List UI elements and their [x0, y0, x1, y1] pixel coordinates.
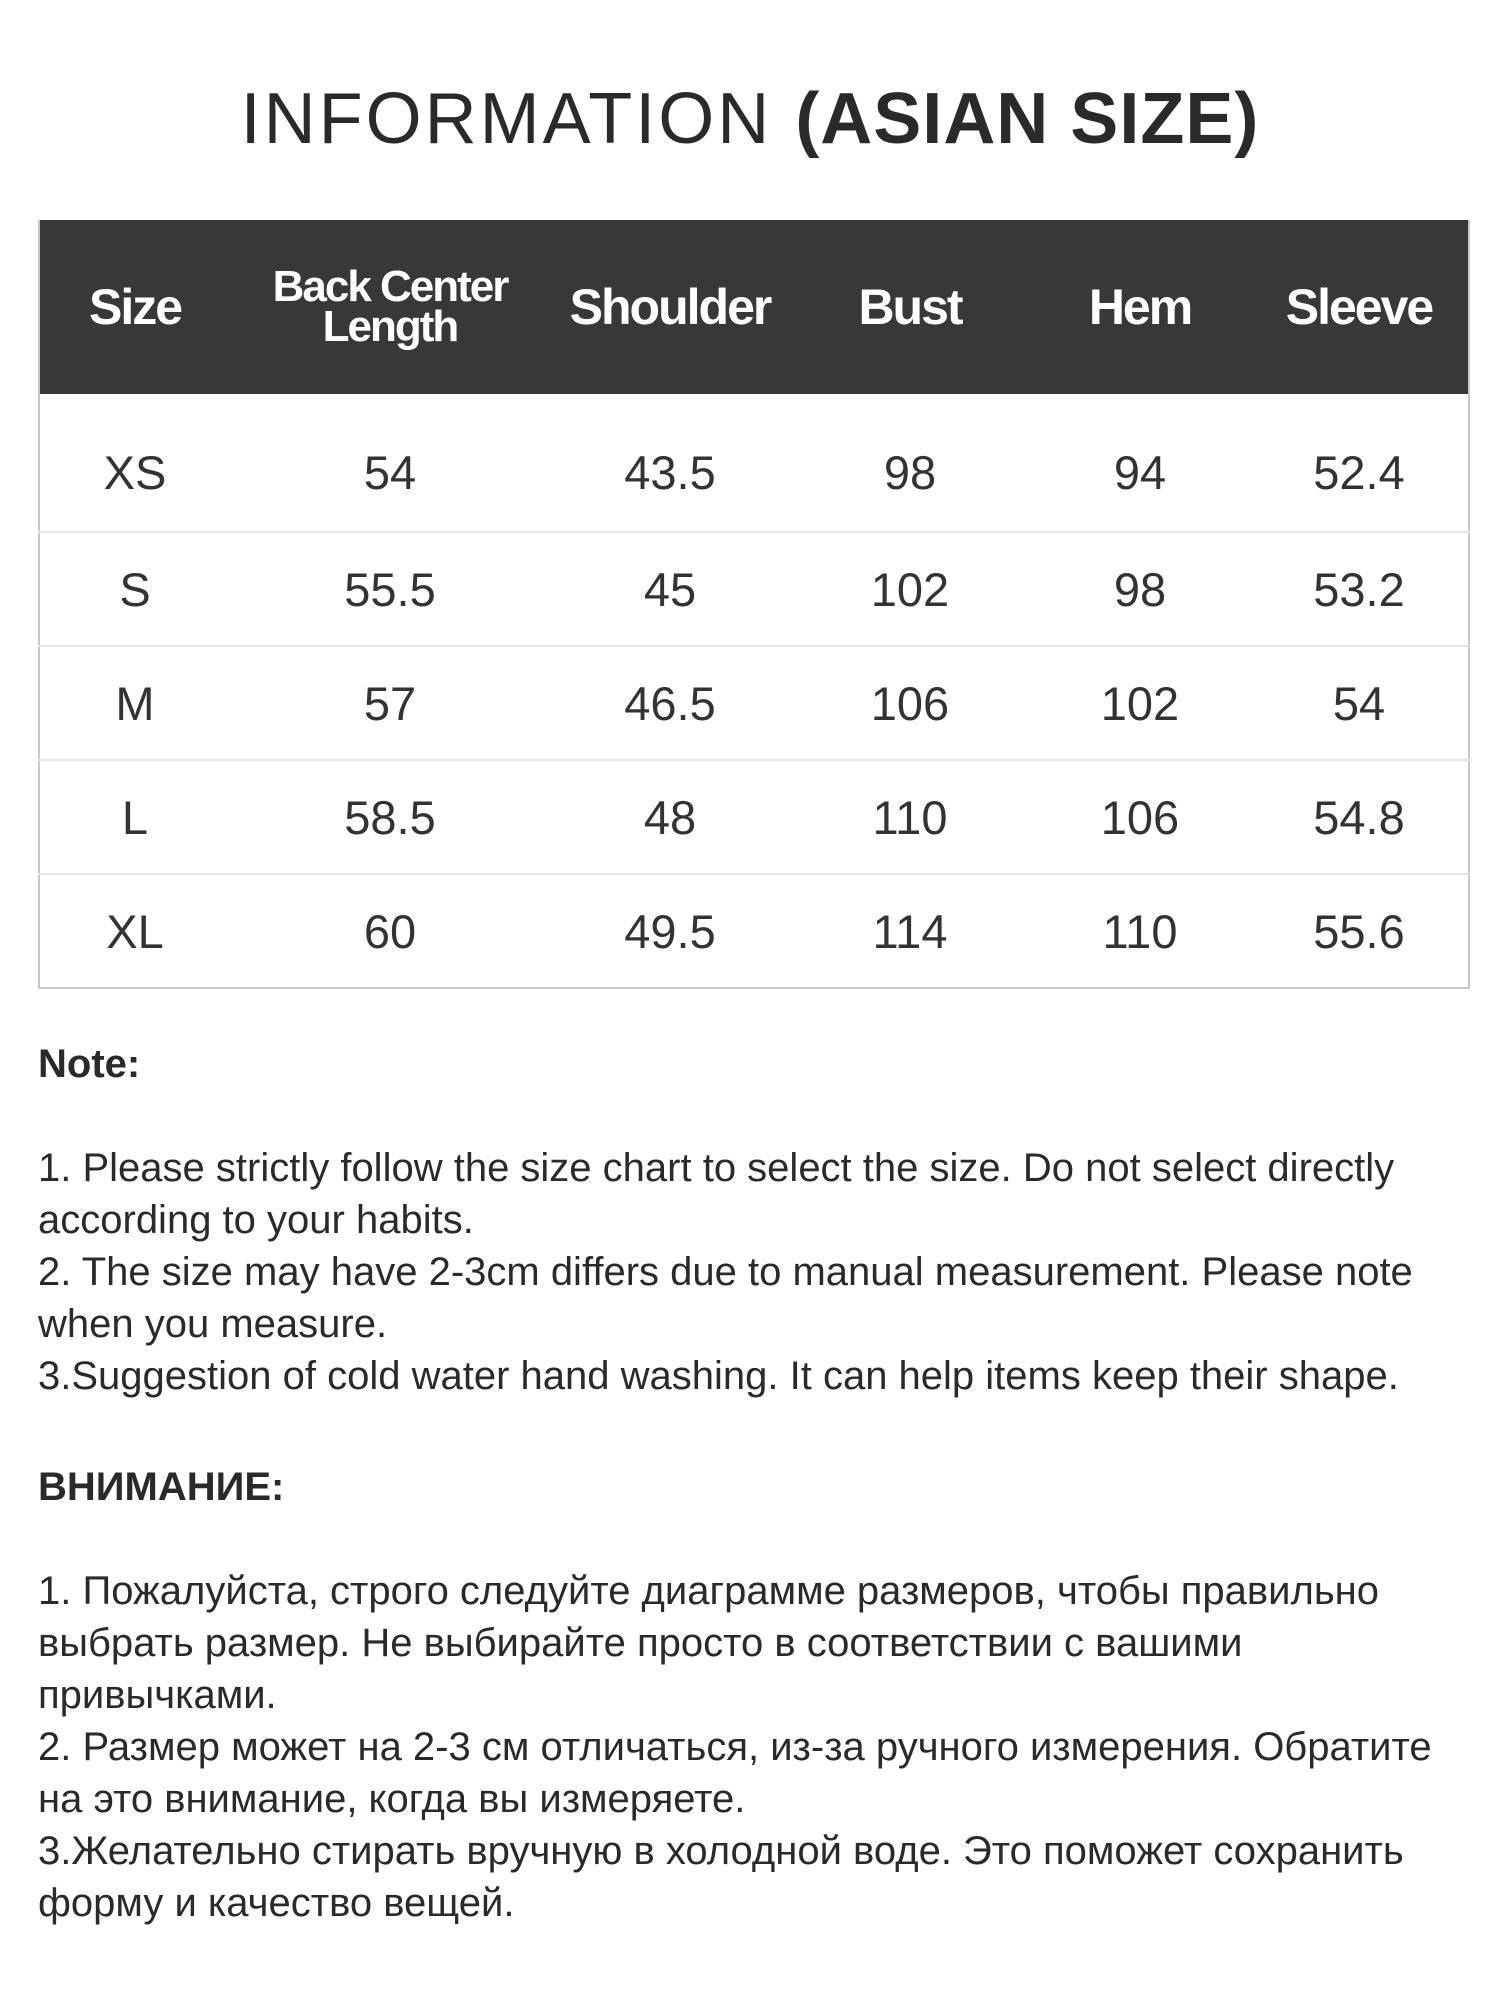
table-cell: 114	[872, 904, 948, 958]
table-cell: XL	[106, 904, 164, 958]
table-cell: 49.5	[624, 904, 716, 958]
table-cell: 106	[1030, 760, 1250, 875]
note-ru-heading: ВНИМАНИЕ:	[38, 1465, 285, 1509]
table-cell: 94	[1030, 394, 1250, 533]
table-row: XL 60 49.5 114 110 55.6	[39, 874, 1469, 988]
table-cell: 98	[1030, 532, 1250, 647]
table-cell: 110	[1102, 904, 1178, 958]
table-cell: 43.5	[550, 394, 790, 533]
header-sleeve: Sleeve	[1285, 279, 1434, 335]
table-cell: 60	[363, 904, 417, 958]
table-cell: 48	[550, 760, 790, 875]
table-row: L 58.5 48 110 106 54.8	[39, 760, 1469, 875]
note-section-ru: ВНИМАНИЕ: 1. Пожалуйста, строго следуйте…	[38, 1461, 1468, 1929]
note-section-en: Note: 1. Please strictly follow the size…	[38, 1038, 1468, 1402]
note-item: 2. The size may have 2-3cm differs due t…	[38, 1250, 1413, 1346]
note-ru-item: 2. Размер может на 2-3 см отличаться, из…	[38, 1725, 1432, 1821]
table-cell: 46.5	[550, 646, 790, 761]
table-cell: 102	[790, 532, 1030, 647]
table-cell: M	[39, 646, 230, 761]
note-ru-item: 3.Желательно стирать вручную в холодной …	[38, 1829, 1404, 1925]
table-cell: 55.6	[1313, 904, 1405, 958]
table-cell: S	[39, 532, 230, 647]
table-cell: 58.5	[230, 760, 550, 875]
table-row: XS 54 43.5 98 94 52.4	[39, 394, 1469, 533]
note-item: 3.Suggestion of cold water hand washing.…	[38, 1354, 1399, 1398]
table-cell: 102	[1030, 646, 1250, 761]
header-bust: Bust	[858, 279, 963, 335]
table-cell: 57	[230, 646, 550, 761]
header-back-center-length: Back Center Length	[272, 262, 510, 351]
header-hem: Hem	[1088, 279, 1193, 335]
title-bold: (ASIAN SIZE)	[795, 79, 1260, 159]
table-cell: 55.5	[230, 532, 550, 647]
table-cell: XS	[39, 394, 230, 533]
page-title: INFORMATION (ASIAN SIZE)	[0, 78, 1500, 160]
note-heading: Note:	[38, 1042, 141, 1086]
size-table: Size Back Center Length Shoulder Bust He…	[38, 220, 1470, 989]
table-cell: 53.2	[1250, 532, 1469, 647]
note-ru-item: 1. Пожалуйста, строго следуйте диаграмме…	[38, 1569, 1380, 1717]
note-item: 1. Please strictly follow the size chart…	[38, 1146, 1395, 1242]
table-header-row: Size Back Center Length Shoulder Bust He…	[39, 220, 1469, 394]
table-cell: 106	[790, 646, 1030, 761]
table-cell: L	[39, 760, 230, 875]
table-cell: 54	[230, 394, 550, 533]
table-cell: 98	[790, 394, 1030, 533]
title-light: INFORMATION	[240, 79, 773, 159]
header-size: Size	[88, 279, 183, 335]
table-cell: 52.4	[1250, 394, 1469, 533]
table-cell: 110	[790, 760, 1030, 875]
table-cell: 45	[550, 532, 790, 647]
table-row: M 57 46.5 106 102 54	[39, 646, 1469, 761]
table-row: S 55.5 45 102 98 53.2	[39, 532, 1469, 647]
table-cell: 54	[1250, 646, 1469, 761]
table-cell: 54.8	[1250, 760, 1469, 875]
header-shoulder: Shoulder	[569, 279, 773, 335]
